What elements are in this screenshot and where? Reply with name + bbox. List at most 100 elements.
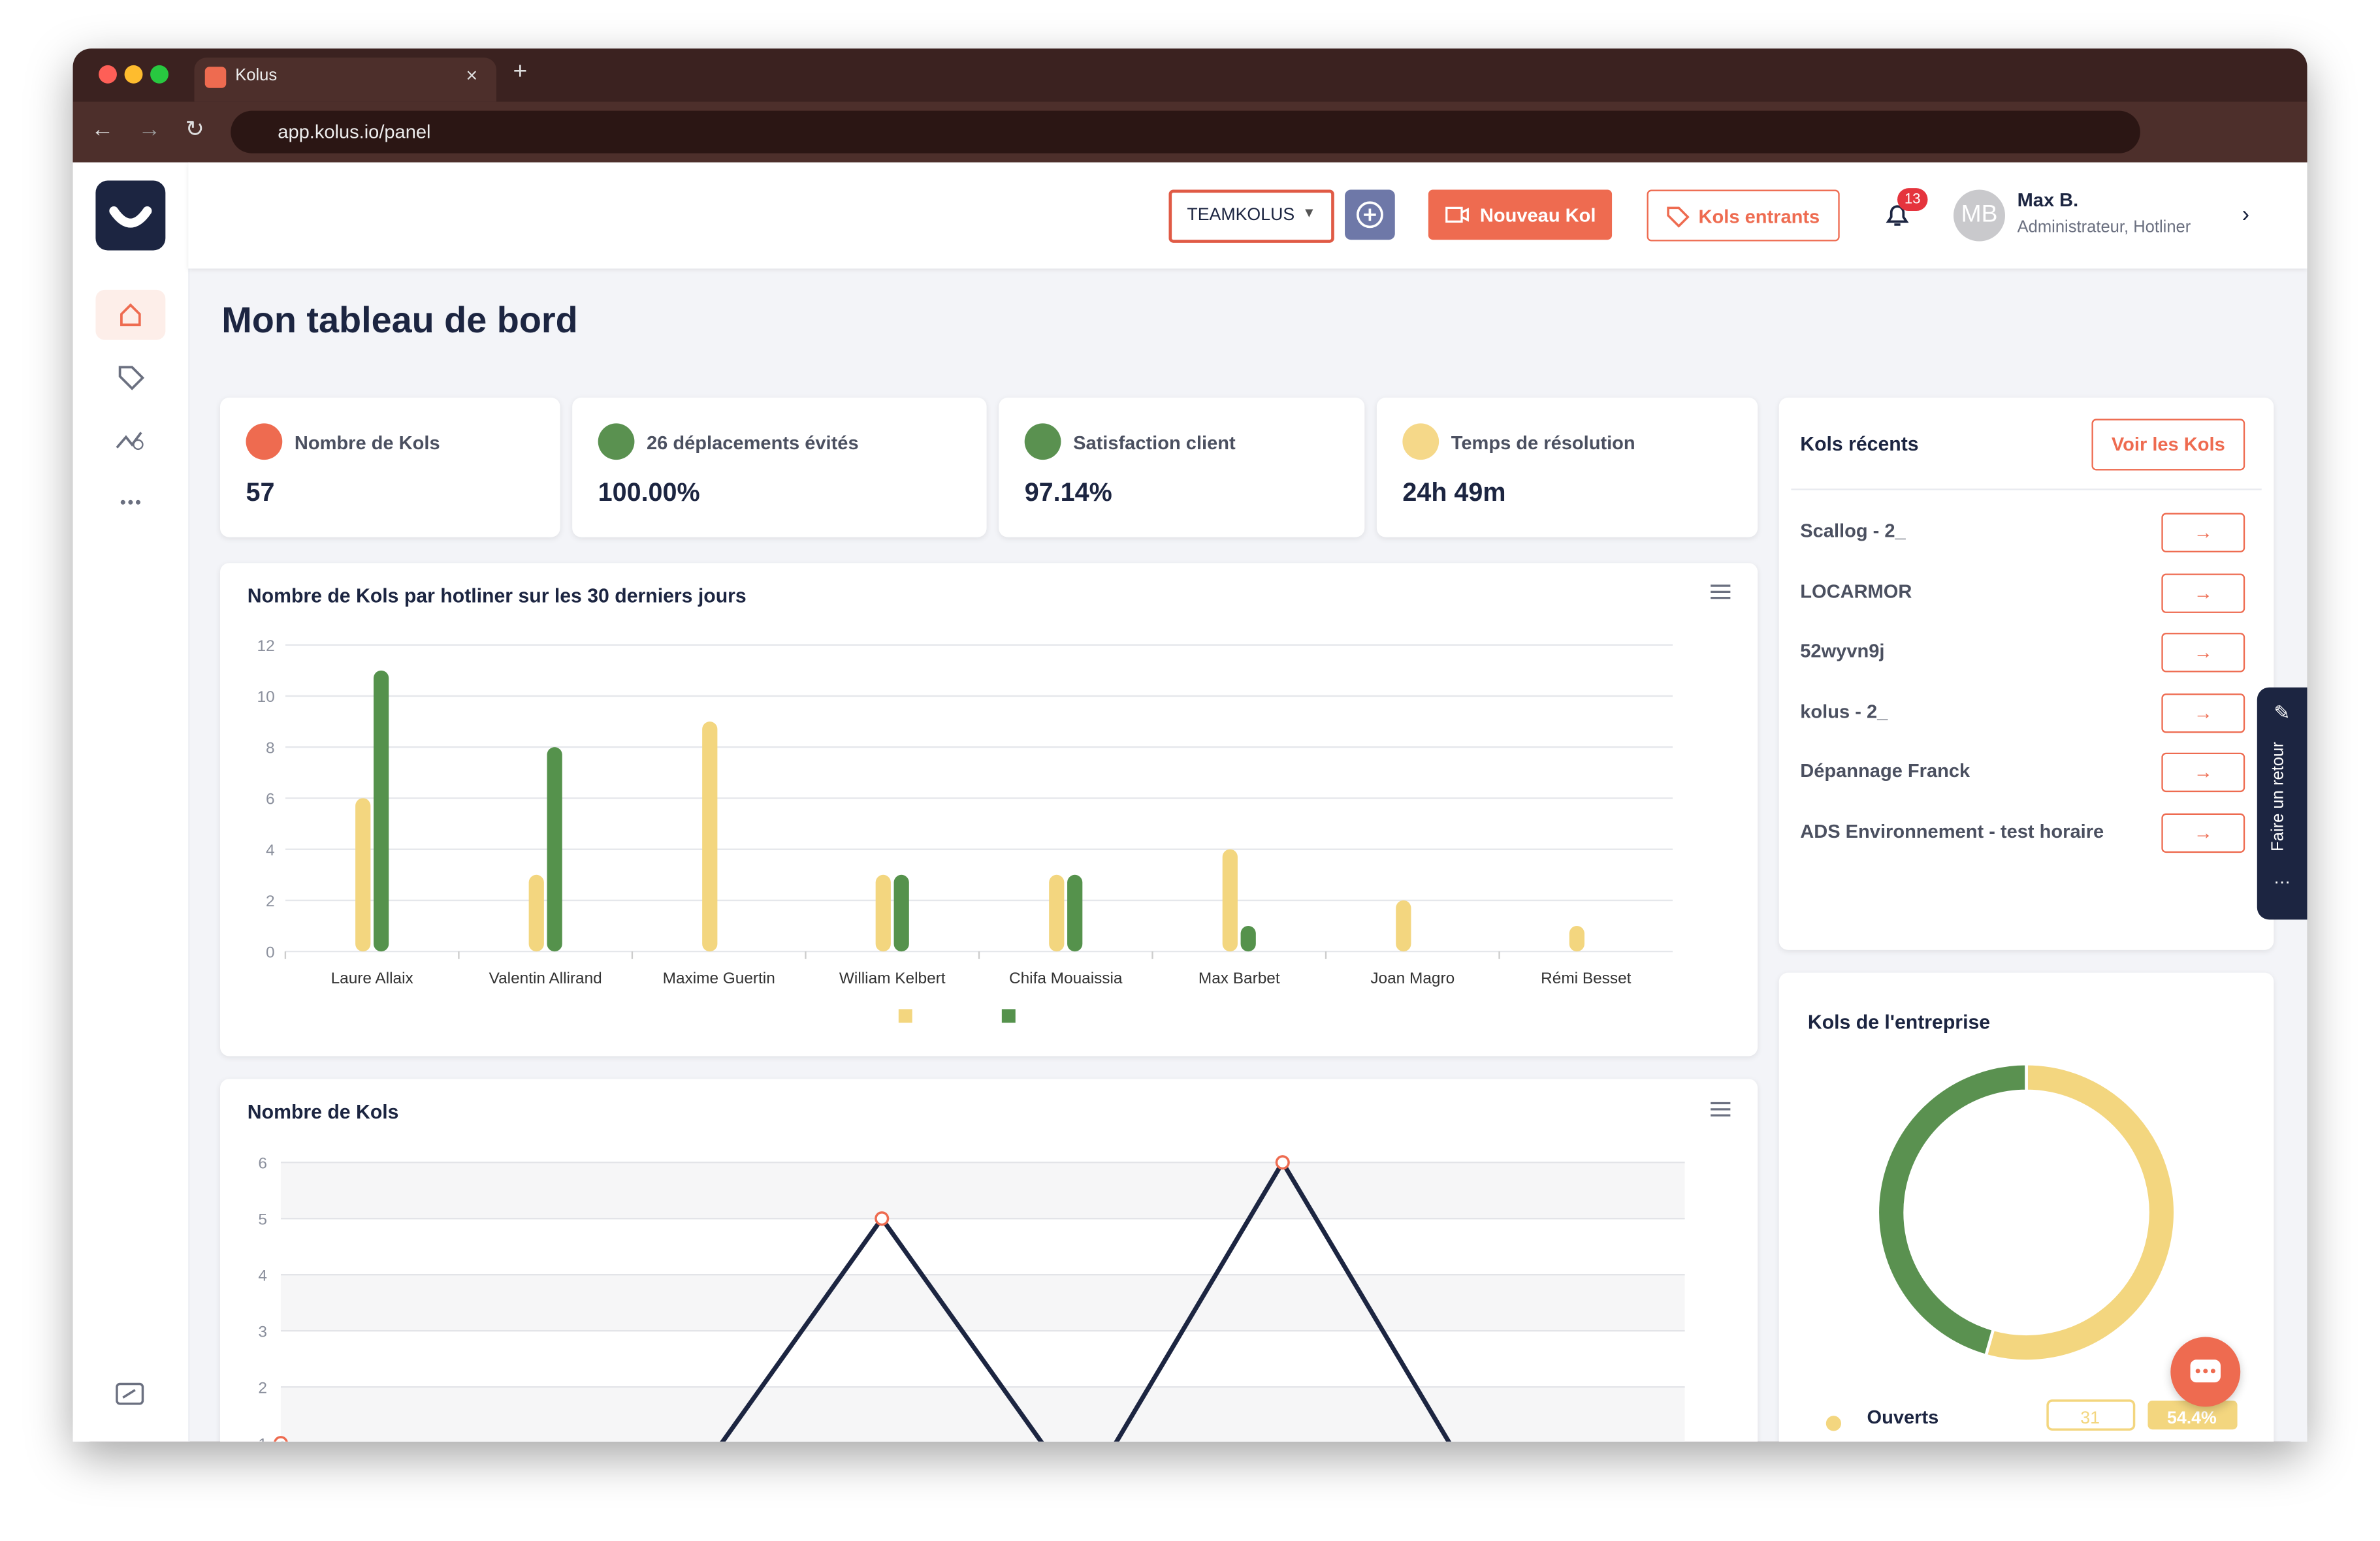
point — [1275, 1155, 1290, 1170]
grid-band — [280, 1387, 1685, 1442]
see-all-button[interactable]: Voir les Kols — [2091, 419, 2245, 471]
x-tick-label: William Kelbert — [839, 970, 946, 987]
point — [875, 1211, 890, 1226]
chart-title: Nombre de Kols par hotliner sur les 30 d… — [247, 584, 747, 607]
incoming-button[interactable]: Kols entrants — [1647, 189, 1840, 242]
stat-label: Temps de résolution — [1451, 432, 1635, 454]
open-button[interactable]: → — [2161, 513, 2245, 552]
x-tick-label: Laure Allaix — [331, 970, 413, 987]
forward[interactable]: → — [138, 116, 161, 143]
stat-value: 57 — [246, 478, 275, 507]
bell[interactable] — [1882, 200, 1912, 230]
open-button[interactable]: → — [2161, 573, 2245, 612]
bar — [1396, 900, 1411, 952]
recent-item: Scallog - 2_ — [1800, 520, 1906, 542]
donut-segment — [1984, 1062, 2177, 1363]
url-bar[interactable]: app.kolus.io/panel — [231, 110, 2140, 153]
incoming-icon — [1667, 206, 1690, 228]
bar — [373, 670, 389, 952]
y-tick-label: 6 — [258, 1154, 267, 1172]
y-tick-label: 12 — [257, 637, 275, 655]
bar — [1222, 849, 1238, 952]
bar — [528, 874, 544, 952]
chat-icon — [2190, 1359, 2221, 1383]
stat-icon — [1024, 423, 1061, 460]
donut-segment — [1876, 1062, 2028, 1358]
bar — [547, 747, 562, 952]
stat-label: 26 déplacements évités — [647, 432, 859, 454]
line — [281, 1158, 1452, 1442]
recent-item: ADS Environnement - test horaire — [1800, 820, 2104, 842]
add-button[interactable] — [1345, 189, 1395, 240]
menu-icon[interactable] — [1711, 584, 1731, 1117]
feedback-label: Faire un retour — [2269, 742, 2288, 851]
y-tick-label: 5 — [258, 1211, 267, 1228]
recent-item: kolus - 2_ — [1800, 700, 1888, 722]
tab-close[interactable]: × — [466, 63, 478, 87]
open-button[interactable]: → — [2161, 692, 2245, 733]
reload[interactable]: ↻ — [185, 116, 204, 143]
favicon — [204, 67, 227, 88]
stat-icon — [1402, 423, 1439, 460]
stat-value: 100.00% — [598, 478, 700, 507]
nav-feedback[interactable] — [114, 1381, 147, 1411]
back[interactable]: ← — [91, 116, 114, 143]
stat-value: 24h 49m — [1402, 478, 1506, 507]
logo[interactable] — [95, 180, 166, 251]
x-tick-label: Max Barbet — [1198, 970, 1280, 987]
stat-icon — [598, 423, 635, 460]
legend-swatch — [898, 1009, 912, 1023]
x-tick-label: Chifa Mouaissia — [1009, 970, 1123, 987]
caret: ▼ — [1302, 204, 1316, 220]
feedback-tab[interactable]: Faire un retour ✎ ⋯ — [2257, 687, 2308, 920]
y-tick-label: 4 — [266, 842, 275, 859]
x-tick-label: Valentin Allirand — [489, 970, 602, 987]
open-button[interactable]: → — [2161, 812, 2245, 852]
add-icon — [1356, 201, 1383, 229]
bar — [1049, 874, 1065, 952]
bar — [702, 722, 718, 952]
user-name: Max B. — [2017, 189, 2079, 212]
nav-home[interactable] — [95, 289, 166, 340]
legend-percent: 54.4% — [2167, 1408, 2217, 1427]
url: app.kolus.io/panel — [278, 121, 431, 143]
bar — [1067, 874, 1083, 952]
open-button[interactable]: → — [2161, 633, 2245, 673]
nav-icons — [116, 366, 145, 505]
team-select[interactable]: TEAMKOLUS ▼ — [1168, 189, 1334, 243]
y-tick-label: 6 — [266, 791, 275, 808]
x-tick-label: Maxime Guertin — [663, 970, 775, 987]
y-tick-label: 1 — [258, 1435, 267, 1441]
x-tick-label: Rémi Besset — [1541, 970, 1631, 987]
logo-smile — [109, 206, 152, 228]
open-button[interactable]: → — [2161, 752, 2245, 793]
incoming-label: Kols entrants — [1698, 206, 1820, 228]
tab[interactable]: Kolus × — [194, 57, 496, 102]
chevron[interactable]: › — [2242, 202, 2250, 228]
x-tick-label: Joan Magro — [1370, 970, 1455, 987]
chat-bubble[interactable] — [2170, 1337, 2241, 1407]
new-kol-button[interactable]: Nouveau Kol — [1428, 189, 1613, 240]
chart-title: Kols de l'entreprise — [1807, 1010, 1991, 1034]
grid-band — [280, 1162, 1685, 1219]
new-tab[interactable]: + — [513, 59, 528, 86]
close-dot[interactable] — [99, 65, 117, 84]
new-kol-label: Nouveau Kol — [1479, 204, 1596, 227]
stat-card: Temps de résolution 24h 49m — [1376, 397, 1758, 537]
stat-icon — [246, 423, 283, 460]
avatar[interactable]: MB — [1953, 189, 2006, 242]
point — [274, 1436, 288, 1442]
feedback-icon: ✎ — [2274, 701, 2291, 724]
min-dot[interactable] — [124, 65, 143, 84]
max-dot[interactable] — [150, 65, 169, 84]
page-title: Mon tableau de bord — [221, 300, 578, 342]
team-name: TEAMKOLUS — [1187, 206, 1295, 225]
y-tick-label: 8 — [266, 739, 275, 757]
new-kol-icon — [1445, 206, 1469, 223]
home-icon — [120, 303, 141, 326]
user-role: Administrateur, Hotliner — [2017, 218, 2191, 237]
app: TEAMKOLUS ▼ Nouveau Kol Kols entrants 13… — [72, 162, 2308, 1442]
legend-percent-box — [2147, 1401, 2238, 1430]
stat-label: Satisfaction client — [1073, 432, 1236, 454]
